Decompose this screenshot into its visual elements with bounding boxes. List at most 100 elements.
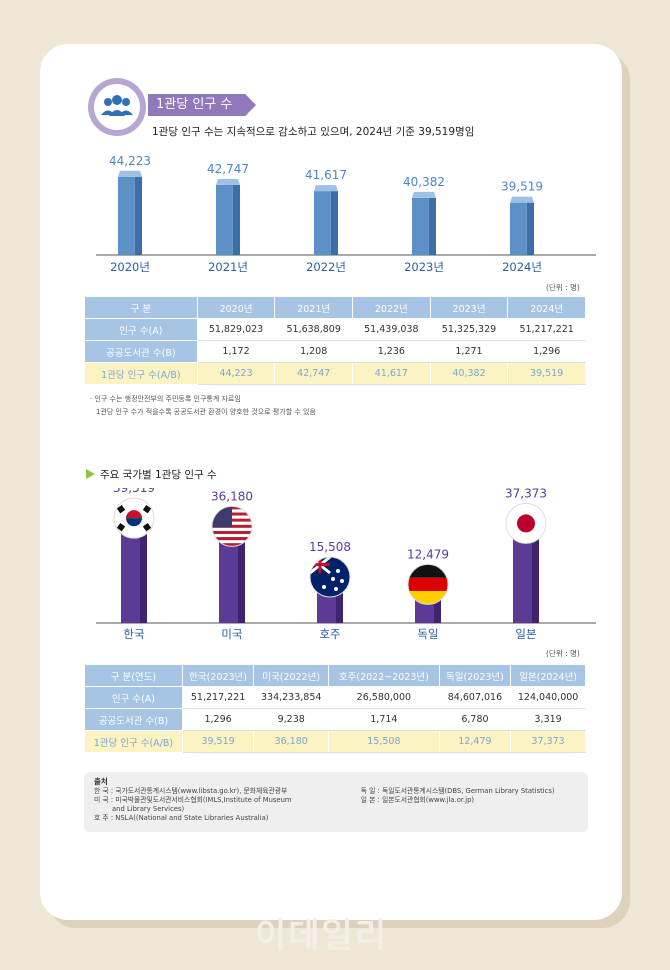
source-title: 출처	[94, 777, 108, 786]
germany-flag-icon	[407, 563, 449, 605]
table2-cell: 39,519	[181, 730, 255, 753]
chart1-bar	[216, 184, 233, 255]
yearly-table: 구 분 2020년 2021년 2022년 2023년 2024년 인구 수(A) 51,8…	[84, 296, 586, 385]
chart2-value-label: 15,508	[309, 540, 351, 554]
chart2-value-label: 12,479	[407, 547, 449, 561]
table2-cell: 37,373	[510, 730, 586, 753]
population-per-library-yearly-chart: 44,223 2020년 42,747 2021년 41,617 2022년 40,382 2…	[96, 156, 596, 274]
table1-cell: 51,217,221	[507, 318, 586, 341]
table2-cell: 9,238	[253, 708, 330, 731]
chart1-value-label: 44,223	[109, 156, 151, 168]
table2-header-cell: 호주(2022~2023년)	[328, 664, 440, 687]
chart2-bar-side	[531, 531, 539, 623]
chart1-category-label: 2020년	[110, 260, 150, 274]
chart2-category-label: 독일	[417, 627, 438, 641]
table1-header-cell: 2023년	[429, 296, 509, 319]
chart2-bar	[219, 534, 238, 623]
table2-header-cell: 독일(2023년)	[438, 664, 512, 687]
chart2-category-label: 미국	[221, 627, 242, 641]
table1-cell: 51,638,809	[274, 318, 354, 341]
chart1-bar	[510, 202, 527, 255]
table2-header-cell: 일본(2024년)	[510, 664, 586, 687]
table2-row-label: 1관당 인구 수(A/B)	[84, 730, 183, 753]
source-germany: 독 일 : 독일도서관통계시스템(DBS, German Library Sta…	[360, 787, 555, 795]
table1-cell: 1,208	[274, 340, 354, 363]
australia-flag-icon	[309, 556, 351, 598]
table2-cell: 1,296	[181, 708, 255, 731]
chart2-value-label: 39,519	[113, 488, 155, 495]
chart2-bar-side	[237, 534, 245, 623]
table1-cell: 40,382	[429, 362, 509, 385]
chart2-category-label: 한국	[123, 627, 144, 641]
people-icon-badge	[88, 78, 146, 136]
chart2-bar-side	[335, 585, 343, 623]
chart2-bar	[513, 531, 532, 623]
section-title-ribbon: 1관당 인구 수	[148, 94, 256, 116]
triangle-bullet-icon	[86, 469, 95, 479]
table1-header-cell: 2024년	[507, 296, 586, 319]
chart1-value-label: 39,519	[501, 180, 543, 194]
source-australia: 호 주 : NSLA((National and State Libraries…	[94, 814, 269, 822]
chart1-bar-side	[330, 191, 338, 255]
table2-cell: 12,479	[438, 730, 512, 753]
chart1-bar-side	[134, 176, 142, 255]
chart1-bar-top	[216, 178, 240, 185]
chart2-bar-side	[433, 592, 441, 623]
source-box: 출처 한 국 : 국가도서관통계시스템(www.libsta.go.kr), 문…	[84, 772, 588, 832]
table1-row-label: 1관당 인구 수(A/B)	[84, 362, 198, 385]
table1-row-label: 인구 수(A)	[84, 318, 198, 341]
chart2-value-label: 36,180	[211, 489, 253, 503]
source-usa: 미 국 : 미국박물관및도서관서비스협회(IMLS,Institute of M…	[94, 796, 292, 804]
chart2-bar-side	[139, 526, 147, 623]
chart2-category-label: 호주	[319, 627, 340, 641]
chart1-unit: (단위 : 명)	[546, 283, 580, 292]
table1-cell: 1,236	[352, 340, 431, 363]
table1-note-1: · 인구 수는 행정안전부의 주민등록 인구통계 자료임	[90, 395, 241, 403]
table1-header-cell: 구 분	[84, 296, 198, 319]
table1-cell: 51,829,023	[196, 318, 276, 341]
source-usa-cont: and Library Services)	[112, 805, 185, 813]
table2-cell: 1,714	[328, 708, 440, 731]
table1-cell: 39,519	[507, 362, 586, 385]
chart1-value-label: 41,617	[305, 168, 347, 182]
table2-header-cell: 미국(2022년)	[253, 664, 330, 687]
chart1-bar	[314, 191, 331, 255]
population-per-library-country-chart: 39,519 한국 36,180 미국 15,508 호주 12,479 독일 37,373 일본	[96, 488, 596, 641]
chart1-bar-side	[232, 184, 240, 255]
chart1-category-label: 2021년	[208, 260, 248, 274]
page-card: 1관당 인구 수 1관당 인구 수는 지속적으로 감소하고 있으며, 2024년…	[40, 44, 622, 920]
chart2-category-label: 일본	[515, 627, 536, 641]
table2-cell: 36,180	[253, 730, 330, 753]
table2-cell: 15,508	[328, 730, 440, 753]
table1-header-cell: 2022년	[352, 296, 431, 319]
table1-cell: 1,296	[507, 340, 586, 363]
table2-cell: 51,217,221	[181, 686, 255, 709]
source-japan: 일 본 : 일본도서관협회(www.jla.or.jp)	[360, 796, 475, 804]
table1-cell: 42,747	[274, 362, 354, 385]
source-korea: 한 국 : 국가도서관통계시스템(www.libsta.go.kr), 문화체육…	[94, 787, 288, 795]
chart1-bar-top	[118, 170, 142, 177]
chart1-bar	[118, 176, 135, 255]
table2-cell: 124,040,000	[510, 686, 586, 709]
table2-header-cell: 구 분(연도)	[84, 664, 183, 687]
table2-cell: 26,580,000	[328, 686, 440, 709]
table1-cell: 51,439,038	[352, 318, 431, 341]
chart1-category-label: 2023년	[404, 260, 444, 274]
chart1-bar-side	[526, 202, 534, 255]
people-icon	[101, 95, 133, 116]
chart2-unit: (단위 : 명)	[546, 649, 580, 658]
table1-cell: 1,172	[196, 340, 276, 363]
table1-header-cell: 2020년	[196, 296, 276, 319]
section2-title: 주요 국가별 1관당 인구 수	[100, 469, 217, 481]
section-subtitle: 1관당 인구 수는 지속적으로 감소하고 있으며, 2024년 기준 39,51…	[152, 126, 475, 138]
chart1-value-label: 40,382	[403, 175, 445, 189]
chart1-bar-top	[412, 191, 436, 198]
chart1-value-label: 42,747	[207, 162, 249, 176]
chart2-bar	[121, 526, 140, 623]
table1-note-2: 1관당 인구 수가 적을수록 공공도서관 환경이 양호한 것으로 평가할 수 있…	[96, 408, 316, 416]
chart1-bar-top	[314, 185, 338, 192]
table1-cell: 51,325,329	[429, 318, 509, 341]
chart2-value-label: 37,373	[505, 488, 547, 500]
chart1-category-label: 2022년	[306, 260, 346, 274]
table2-cell: 6,780	[438, 708, 512, 731]
